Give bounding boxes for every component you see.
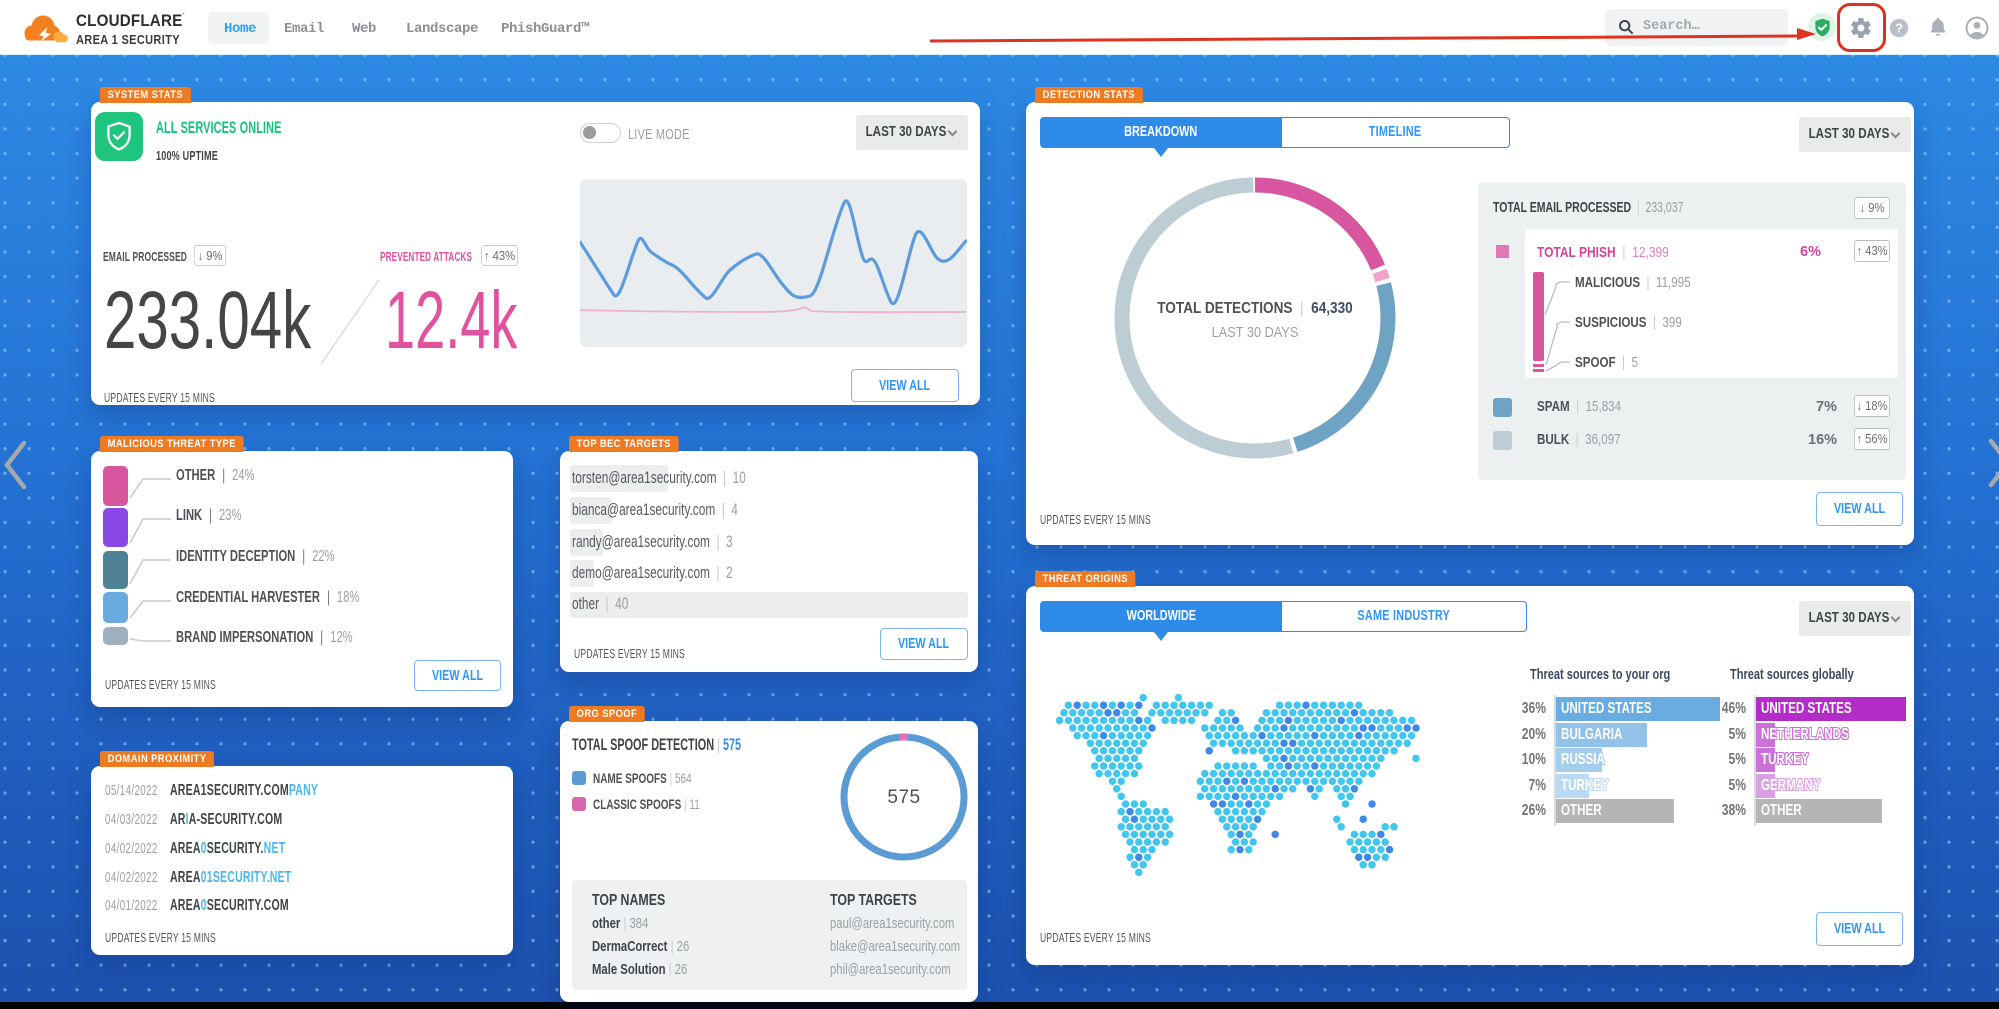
svg-text:?: ?	[1895, 21, 1903, 36]
